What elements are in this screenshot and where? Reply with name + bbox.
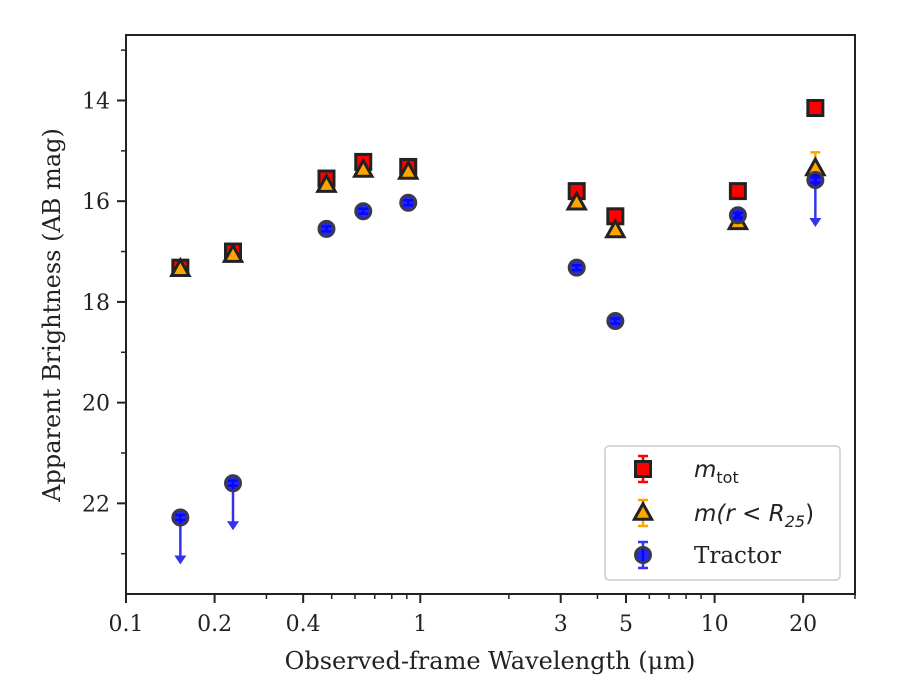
legend-entries: mtot m(r < R25) Tractor: [631, 454, 814, 570]
marker-square: [728, 182, 747, 201]
y-tick-label: 22: [82, 492, 110, 517]
upper-limit-arrowhead: [174, 555, 187, 565]
data-point: [317, 219, 336, 238]
x-tick-label: 0.2: [197, 612, 232, 637]
marker-square: [806, 99, 825, 118]
chart-marks: [169, 99, 827, 565]
marker-circle: [567, 258, 586, 277]
data-point: [224, 474, 243, 531]
data-point: [399, 193, 418, 212]
marker-triangle: [315, 172, 338, 193]
legend-label-end: ): [805, 501, 814, 527]
legend-entry: mtot: [634, 454, 739, 487]
legend-label-main: m: [694, 457, 716, 483]
data-point: [604, 218, 627, 239]
data-point: [565, 190, 588, 211]
data-point: [171, 508, 190, 565]
legend-marker-circle: [634, 546, 652, 564]
marker-circle: [399, 193, 418, 212]
y-axis: 14 16 18 20 22: [82, 49, 126, 555]
legend: mtot m(r < R25) Tractor: [604, 445, 841, 581]
marker-triangle: [565, 190, 588, 211]
upper-limit-arrowhead: [809, 218, 822, 228]
legend-label: Tractor: [694, 543, 781, 569]
data-point: [315, 172, 338, 193]
marker-circle: [728, 206, 747, 225]
y-tick-label: 20: [82, 392, 110, 417]
marker-triangle: [221, 242, 245, 263]
x-tick-label: 10: [701, 612, 729, 637]
series-tractor: [171, 171, 825, 565]
data-point: [351, 157, 375, 178]
data-point: [354, 202, 373, 221]
y-tick-label: 14: [82, 89, 110, 114]
data-point: [221, 242, 245, 263]
legend-entry: Tractor: [634, 540, 781, 570]
legend-label-sub: 25: [785, 512, 805, 531]
y-axis-label: Apparent Brightness (AB mag): [38, 128, 66, 503]
data-point: [606, 207, 625, 226]
x-tick-label: 3: [554, 612, 568, 637]
x-axis-label: Observed-frame Wavelength (μm): [285, 647, 696, 675]
upper-limit-arrowhead: [227, 521, 240, 531]
data-point: [806, 99, 825, 118]
data-point: [396, 159, 420, 180]
x-tick-label: 0.4: [286, 612, 321, 637]
data-point: [728, 206, 747, 225]
data-point: [567, 258, 586, 277]
y-tick-label: 18: [82, 291, 110, 316]
marker-circle: [317, 219, 336, 238]
marker-circle: [806, 171, 825, 190]
marker-circle: [606, 312, 625, 331]
legend-entry: m(r < R25): [631, 498, 814, 531]
y-tick-label: 16: [82, 190, 110, 215]
x-tick-label: 1: [413, 612, 427, 637]
marker-triangle: [169, 256, 192, 277]
data-point: [606, 312, 625, 331]
data-point: [728, 182, 747, 201]
legend-label-main: m(r < R: [694, 501, 785, 527]
x-axis: 0.1 0.2 0.4 1 3 5 10 20: [109, 594, 856, 637]
series-m-tot: [171, 99, 825, 277]
x-tick-label: 5: [619, 612, 633, 637]
x-tick-label: 0.1: [109, 612, 144, 637]
marker-circle: [171, 508, 190, 527]
series-m-r-r25-: [169, 151, 827, 277]
marker-circle: [354, 202, 373, 221]
legend-marker-square: [634, 460, 652, 478]
data-point: [169, 256, 192, 277]
legend-marker-triangle: [631, 500, 655, 521]
marker-triangle: [351, 157, 375, 178]
marker-circle: [224, 474, 243, 493]
data-point: [806, 171, 825, 228]
marker-triangle: [396, 159, 420, 180]
legend-label-sub: tot: [716, 468, 738, 487]
plot-frame: [125, 34, 856, 595]
legend-box: [604, 445, 841, 581]
legend-label: m(r < R25): [694, 501, 814, 531]
marker-triangle: [604, 218, 627, 239]
legend-label: mtot: [694, 457, 739, 487]
x-tick-label: 20: [789, 612, 817, 637]
